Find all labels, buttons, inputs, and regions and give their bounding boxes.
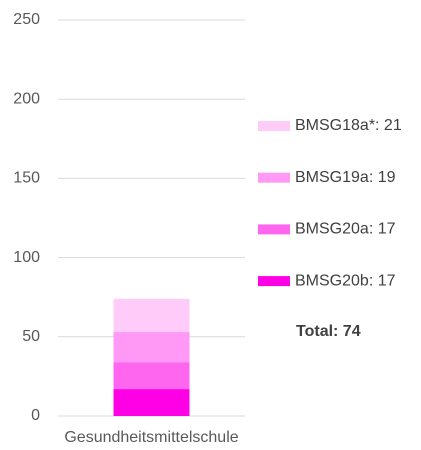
legend-label: BMSG19a: 19 — [295, 169, 396, 186]
bar-segment — [113, 332, 190, 363]
y-tick-label: 50 — [22, 328, 40, 345]
bar-segment — [113, 362, 190, 390]
legend-swatch — [258, 172, 290, 183]
y-tick-label: 200 — [13, 90, 40, 107]
y-tick-label: 250 — [13, 11, 40, 28]
legend-label: BMSG18a*: 21 — [295, 117, 402, 134]
legend-label: BMSG20b: 17 — [295, 272, 396, 289]
legend-swatch — [258, 224, 290, 235]
bar-segment — [113, 389, 190, 416]
legend-label: BMSG20a: 17 — [295, 221, 396, 238]
y-tick-label: 100 — [13, 249, 40, 266]
bar-segment — [113, 298, 190, 333]
x-tick-label: Gesundheitsmittelschule — [64, 429, 238, 446]
y-tick-label: 0 — [31, 407, 40, 424]
y-tick-label: 150 — [13, 170, 40, 187]
legend-swatch — [258, 121, 290, 131]
total-annotation: Total: 74 — [296, 323, 361, 340]
legend-swatch — [258, 276, 290, 287]
